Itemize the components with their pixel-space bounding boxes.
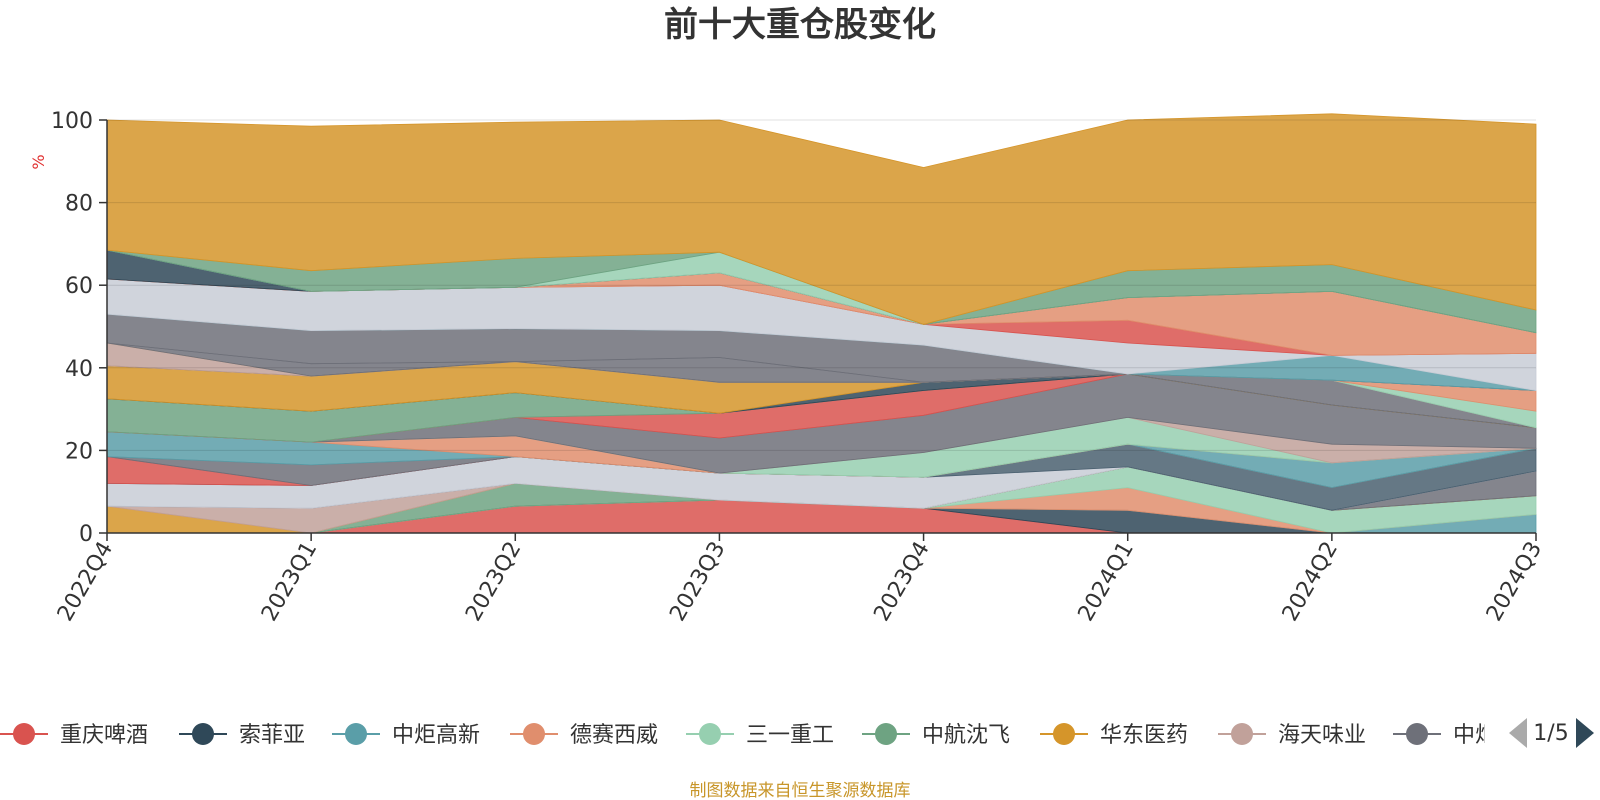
legend-page-indicator: 1/5 [1533, 721, 1568, 746]
y-tick-label: 80 [65, 192, 93, 217]
area-series-36 [106, 113, 1537, 325]
legend-label: 海天味业 [1278, 723, 1366, 748]
legend-label: 中航沈飞 [922, 723, 1010, 748]
y-tick-label: 40 [65, 357, 93, 382]
x-tick-label: 2022Q4 [53, 538, 118, 626]
legend-marker-icon [1231, 723, 1253, 745]
legend-item[interactable]: 中炬 [1393, 723, 1497, 748]
y-tick-label: 60 [65, 274, 93, 299]
legend-label: 三一重工 [746, 723, 834, 748]
legend-item[interactable]: 重庆啤酒 [0, 723, 148, 748]
x-tick-label: 2024Q2 [1278, 538, 1343, 626]
legend-item[interactable]: 海天味业 [1218, 723, 1366, 748]
legend-pager: 1/5 [1509, 718, 1594, 748]
legend-marker-icon [192, 723, 214, 745]
legend-label: 华东医药 [1100, 723, 1188, 748]
legend: 重庆啤酒 索菲亚 中炬高新 德赛西威 三一重工 中航沈飞 华东医药 海天味业 中炬 [0, 723, 1497, 748]
legend-label: 中炬高新 [392, 723, 480, 748]
legend-item[interactable]: 德赛西威 [510, 723, 658, 748]
legend-item[interactable]: 索菲亚 [179, 723, 305, 748]
legend-marker-icon [699, 723, 721, 745]
legend-item[interactable]: 中炬高新 [332, 723, 480, 748]
legend-label: 德赛西威 [570, 723, 658, 748]
x-tick-label: 2024Q1 [1074, 538, 1139, 626]
data-source-note: 制图数据来自恒生聚源数据库 [690, 781, 911, 800]
legend-marker-icon [345, 723, 367, 745]
y-tick-label: 100 [51, 109, 93, 134]
legend-label: 中炬 [1453, 723, 1497, 748]
y-axis-unit: % [29, 154, 48, 169]
chart-title: 前十大重仓股变化 [664, 5, 936, 45]
legend-label: 索菲亚 [239, 723, 305, 748]
legend-item[interactable]: 华东医药 [1040, 723, 1188, 748]
legend-next-page-icon[interactable] [1576, 718, 1594, 748]
legend-label: 重庆啤酒 [60, 723, 148, 748]
legend-marker-icon [1406, 723, 1428, 745]
x-tick-label: 2024Q3 [1482, 538, 1547, 626]
x-tick-label: 2023Q1 [257, 538, 322, 626]
legend-item[interactable]: 三一重工 [686, 723, 834, 748]
x-tick-label: 2023Q4 [869, 538, 934, 626]
x-tick-label: 2023Q2 [461, 538, 526, 626]
legend-item[interactable]: 中航沈飞 [862, 723, 1010, 748]
legend-marker-icon [875, 723, 897, 745]
area-series-group [106, 113, 1537, 534]
legend-marker-icon [1053, 723, 1075, 745]
y-tick-label: 0 [79, 522, 93, 547]
y-tick-label: 20 [65, 439, 93, 464]
legend-prev-page-icon[interactable] [1509, 718, 1527, 748]
x-tick-label: 2023Q3 [665, 538, 730, 626]
legend-marker-icon [523, 723, 545, 745]
legend-marker-icon [13, 723, 35, 745]
